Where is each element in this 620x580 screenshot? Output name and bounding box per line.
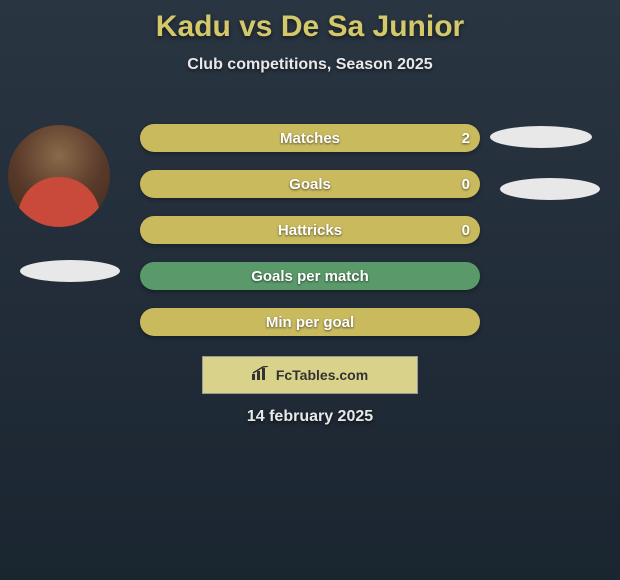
ellipse-right-2 bbox=[500, 178, 600, 200]
stat-label: Hattricks bbox=[278, 222, 342, 239]
badge-text: FcTables.com bbox=[276, 367, 368, 383]
stat-label: Goals bbox=[289, 176, 331, 193]
ellipse-left bbox=[20, 260, 120, 282]
stat-value-right: 0 bbox=[462, 222, 470, 239]
stat-value-right: 0 bbox=[462, 176, 470, 193]
stat-bar-hattricks: Hattricks 0 bbox=[140, 216, 480, 244]
stat-bar-gpm: Goals per match bbox=[140, 262, 480, 290]
fctables-badge: FcTables.com bbox=[202, 356, 418, 394]
stat-bar-goals: Goals 0 bbox=[140, 170, 480, 198]
page-title: Kadu vs De Sa Junior bbox=[0, 0, 620, 44]
stat-label: Min per goal bbox=[266, 314, 354, 331]
ellipse-right-1 bbox=[490, 126, 592, 148]
stat-label: Goals per match bbox=[251, 268, 369, 285]
stat-bars: Matches 2 Goals 0 Hattricks 0 Goals per … bbox=[140, 124, 480, 354]
date-label: 14 february 2025 bbox=[0, 408, 620, 426]
subtitle: Club competitions, Season 2025 bbox=[0, 56, 620, 74]
player-left-avatar bbox=[8, 125, 110, 227]
stat-bar-mpg: Min per goal bbox=[140, 308, 480, 336]
stat-bar-matches: Matches 2 bbox=[140, 124, 480, 152]
chart-icon bbox=[252, 366, 270, 385]
stat-label: Matches bbox=[280, 130, 340, 147]
stat-value-right: 2 bbox=[462, 130, 470, 147]
